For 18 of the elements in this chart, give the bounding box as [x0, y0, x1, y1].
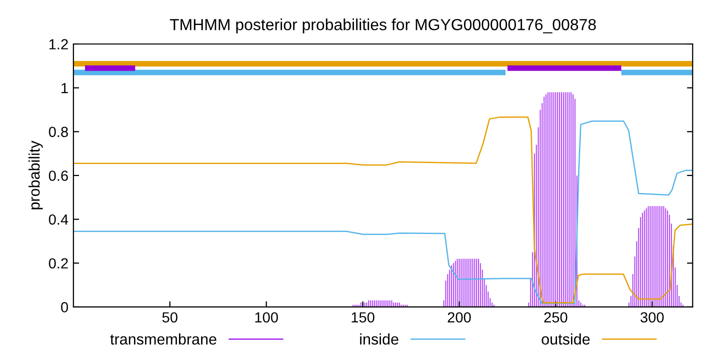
- legend-label: inside: [360, 333, 398, 345]
- x-tick-label: 100: [255, 312, 278, 323]
- x-tick-label: 50: [162, 312, 178, 323]
- y-tick-label: 0.2: [48, 258, 68, 269]
- legend-label: transmembrane: [110, 333, 216, 345]
- legend-label: outside: [542, 333, 590, 345]
- y-tick-label: 0: [61, 302, 68, 312]
- y-tick-label: 0.6: [48, 170, 68, 181]
- x-tick-label: 200: [448, 312, 471, 323]
- y-tick-label: 0.8: [48, 126, 68, 138]
- y-tick-label: 1: [62, 83, 68, 94]
- x-tick-label: 150: [352, 312, 374, 323]
- x-tick-label: 300: [640, 312, 664, 323]
- y-axis-title: probability: [28, 140, 43, 210]
- y-tick-label: 0.4: [48, 214, 68, 225]
- y-tick-label: 1.2: [49, 39, 68, 50]
- chart-title: TMHMM posterior probabilities for MGYG000000176_00878: [170, 18, 596, 34]
- x-tick-label: 250: [544, 312, 568, 323]
